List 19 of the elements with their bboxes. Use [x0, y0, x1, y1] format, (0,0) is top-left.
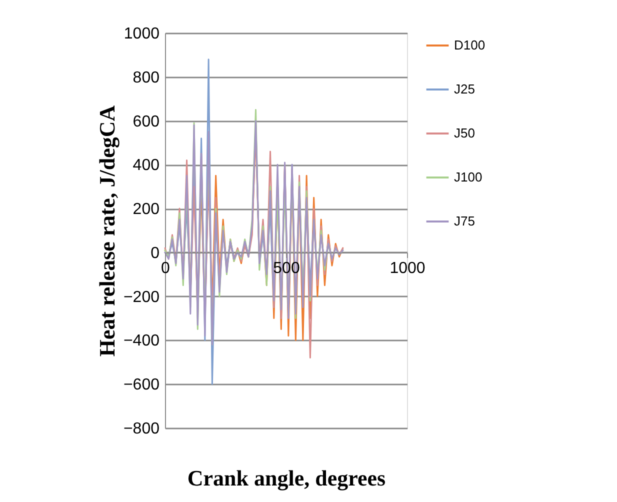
- legend-label: J75: [454, 214, 475, 228]
- y-tick-label: 1000: [124, 26, 160, 42]
- y-tick-label: −600: [123, 376, 160, 394]
- y-tick-label: −400: [123, 332, 160, 350]
- y-axis-title: Heat release rate, J/degCA: [94, 105, 120, 357]
- y-tick-label: −800: [123, 420, 160, 438]
- y-tick-label: 400: [132, 157, 160, 174]
- x-tick-label: 500: [273, 260, 300, 277]
- legend-label: J25: [454, 82, 475, 96]
- legend-label: J100: [454, 170, 482, 184]
- y-tick-label: 0: [150, 244, 160, 262]
- y-tick-label: 800: [132, 69, 160, 86]
- x-tick-label: 1000: [390, 260, 426, 277]
- y-tick-label: 200: [132, 201, 160, 218]
- x-axis-title: Crank angle, degrees: [187, 466, 386, 490]
- y-tick-label: 600: [132, 113, 160, 130]
- legend-label: D100: [454, 38, 486, 52]
- y-tick-label: −200: [123, 288, 160, 306]
- legend-label: J50: [454, 126, 475, 140]
